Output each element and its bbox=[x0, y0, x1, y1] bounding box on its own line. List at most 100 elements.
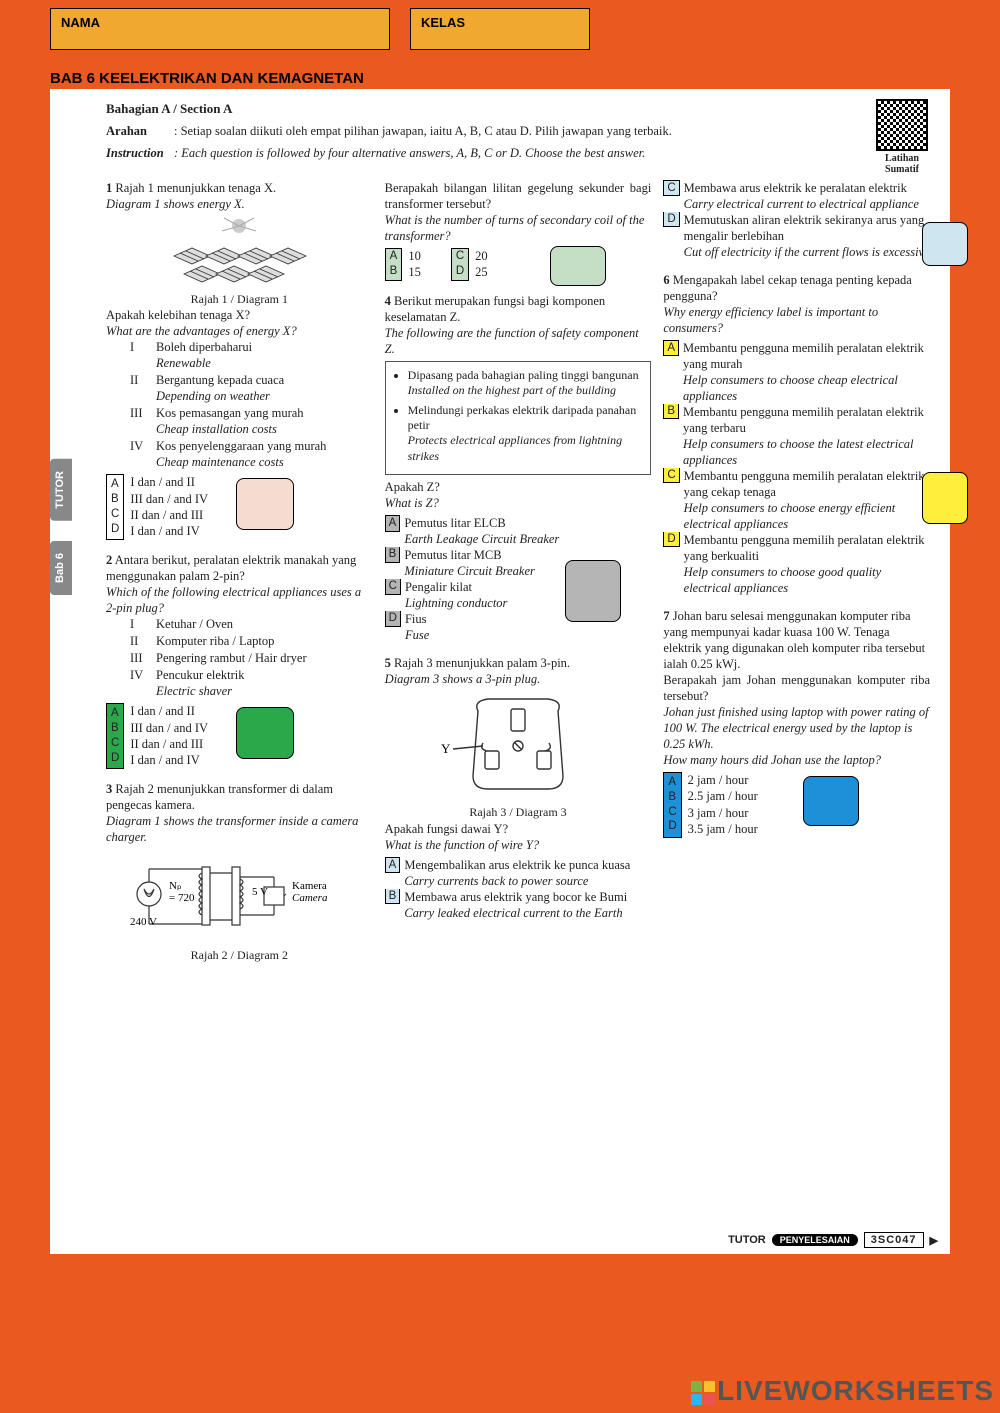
watermark: LIVEWORKSHEETS bbox=[691, 1375, 994, 1407]
footer-tutor: TUTOR bbox=[728, 1234, 766, 1246]
q4-ms: Berikut merupakan fungsi bagi komponen k… bbox=[385, 294, 605, 324]
qr-label2: Sumatif bbox=[872, 164, 932, 175]
q4: 4 Berikut merupakan fungsi bagi komponen… bbox=[385, 293, 652, 643]
q7-d: 3.5 jam / hour bbox=[688, 822, 758, 836]
q7-a: 2 jam / hour bbox=[688, 773, 749, 787]
q4-c-en: Lightning conductor bbox=[405, 596, 507, 610]
kelas-field[interactable]: KELAS bbox=[410, 8, 590, 50]
col-2: Berapakah bilangan lilitan gegelung seku… bbox=[385, 180, 652, 976]
q1-d: I dan / and IV bbox=[130, 524, 199, 538]
q1-answer-box[interactable] bbox=[236, 478, 294, 530]
q2-iv-en: Electric shaver bbox=[156, 684, 232, 698]
q4-ask-en: What is Z? bbox=[385, 495, 652, 511]
sidebar-tutor: TUTOR bbox=[50, 459, 72, 521]
q2-c: II dan / and III bbox=[130, 737, 203, 751]
q1-i-ms: Boleh diperbaharui bbox=[156, 340, 252, 354]
q3b-d: 25 bbox=[475, 265, 488, 279]
q4-b2-ms: Melindungi perkakas elektrik daripada pa… bbox=[408, 403, 637, 432]
worksheet-page: TUTOR Bab 6 Latihan Sumatif Bahagian A /… bbox=[50, 89, 950, 1254]
q4-a-ms: Pemutus litar ELCB bbox=[404, 516, 505, 530]
q2-ii: Komputer riba / Laptop bbox=[156, 633, 274, 649]
q6-answer-box[interactable] bbox=[922, 472, 968, 524]
q2: 2 Antara berikut, peralatan elektrik man… bbox=[106, 552, 373, 769]
q3b: Berapakah bilangan lilitan gegelung seku… bbox=[385, 180, 652, 282]
arahan-text-ms: Setiap soalan diikuti oleh empat pilihan… bbox=[181, 124, 672, 138]
q5-en: Diagram 3 shows a 3-pin plug. bbox=[385, 672, 541, 686]
q1-caption: Rajah 1 / Diagram 1 bbox=[106, 292, 373, 307]
header-row: NAMA KELAS bbox=[0, 0, 1000, 50]
svg-text:240 V: 240 V bbox=[130, 916, 157, 928]
q2-answer-box[interactable] bbox=[236, 707, 294, 759]
q2-a: I dan / and II bbox=[130, 704, 195, 718]
qr-label1: Latihan bbox=[872, 153, 932, 164]
col-3: CMembawa arus elektrik ke peralatan elek… bbox=[663, 180, 930, 976]
q3-en: Diagram 1 shows the transformer inside a… bbox=[106, 814, 358, 844]
q4-en: The following are the function of safety… bbox=[385, 326, 639, 356]
q3b-c: 20 bbox=[475, 249, 488, 263]
q1-ask-ms: Apakah kelebihan tenaga X? bbox=[106, 307, 373, 323]
q4-c-ms: Pengalir kilat bbox=[405, 580, 472, 594]
qr-block: Latihan Sumatif bbox=[872, 99, 932, 175]
q3-caption: Rajah 2 / Diagram 2 bbox=[106, 948, 373, 963]
q6-c-en: Help consumers to choose energy efficien… bbox=[684, 501, 896, 531]
q1-ms: Rajah 1 menunjukkan tenaga X. bbox=[115, 181, 276, 195]
q5-b-ms: Membawa arus elektrik yang bocor ke Bumi bbox=[404, 890, 627, 904]
arahan-en: Instruction: Each question is followed b… bbox=[106, 145, 930, 161]
svg-text:Kamera: Kamera bbox=[292, 880, 327, 892]
q4-b-ms: Pemutus litar MCB bbox=[404, 548, 501, 562]
q1-iii-en: Cheap installation costs bbox=[156, 422, 277, 436]
q6-b-en: Help consumers to choose the latest elec… bbox=[683, 437, 914, 467]
q7-ask-en: How many hours did Johan use the laptop? bbox=[663, 753, 881, 767]
diagram-1 bbox=[164, 216, 314, 288]
q4-d-en: Fuse bbox=[405, 628, 429, 642]
diagram-2: Nₚ = 720 240 V 5 V Kamera Camera bbox=[124, 849, 354, 944]
q1-a: I dan / and II bbox=[130, 475, 195, 489]
q7-ask-ms: Berapakah jam Johan menggunakan komputer… bbox=[663, 672, 930, 704]
q4-b2-en: Protects electrical appliances from ligh… bbox=[408, 433, 622, 462]
q5-c-en: Carry electrical current to electrical a… bbox=[684, 197, 919, 211]
q3b-en: What is the number of turns of secondary… bbox=[385, 213, 645, 243]
q5-caption: Rajah 3 / Diagram 3 bbox=[385, 805, 652, 820]
footer: TUTOR PENYELESAIAN 3SC047 ▶ bbox=[728, 1232, 938, 1248]
q7-ms: Johan baru selesai menggunakan komputer … bbox=[663, 609, 925, 671]
page-title: BAB 6 KEELEKTRIKAN DAN KEMAGNETAN bbox=[0, 50, 1000, 89]
q4-b1-ms: Dipasang pada bahagian paling tinggi ban… bbox=[408, 368, 639, 382]
arahan-label-ms: Arahan bbox=[106, 123, 174, 139]
q4-box: Dipasang pada bahagian paling tinggi ban… bbox=[385, 361, 652, 475]
col-1: 1 Rajah 1 menunjukkan tenaga X. Diagram … bbox=[106, 180, 373, 976]
svg-text:Y: Y bbox=[441, 741, 451, 756]
qr-icon bbox=[876, 99, 928, 151]
q1-b: III dan / and IV bbox=[130, 492, 208, 506]
svg-text:Camera: Camera bbox=[292, 892, 328, 904]
q5-answer-box[interactable] bbox=[922, 222, 968, 266]
svg-text:= 720: = 720 bbox=[169, 892, 195, 904]
footer-pill: PENYELESAIAN bbox=[772, 1234, 858, 1246]
q3-ms: Rajah 2 menunjukkan transformer di dalam… bbox=[106, 782, 333, 812]
arahan-label-en: Instruction bbox=[106, 145, 174, 161]
q5-ask-ms: Apakah fungsi dawai Y? bbox=[385, 821, 652, 837]
q5: 5 Rajah 3 menunjukkan palam 3-pin. Diagr… bbox=[385, 655, 652, 920]
q3b-answer-box[interactable] bbox=[550, 246, 606, 286]
svg-text:Nₚ: Nₚ bbox=[169, 880, 182, 892]
q7-answer-box[interactable] bbox=[803, 776, 859, 826]
q1-iv-ms: Kos penyelenggaraan yang murah bbox=[156, 439, 326, 453]
q3b-b: 15 bbox=[408, 265, 421, 279]
sidebar-bab: Bab 6 bbox=[50, 541, 72, 595]
watermark-text: LIVEWORKSHEETS bbox=[717, 1375, 994, 1406]
q1-iv-en: Cheap maintenance costs bbox=[156, 455, 284, 469]
nama-field[interactable]: NAMA bbox=[50, 8, 390, 50]
q1-ask-en: What are the advantages of energy X? bbox=[106, 323, 373, 339]
q6: 6 Mengapakah label cekap tenaga penting … bbox=[663, 272, 930, 596]
columns: 1 Rajah 1 menunjukkan tenaga X. Diagram … bbox=[106, 180, 930, 976]
q3b-ms: Berapakah bilangan lilitan gegelung seku… bbox=[385, 180, 652, 212]
q4-d-ms: Fius bbox=[405, 612, 427, 626]
q4-answer-box[interactable] bbox=[565, 560, 621, 622]
q2-b: III dan / and IV bbox=[130, 721, 208, 735]
q2-d: I dan / and IV bbox=[130, 753, 199, 767]
q2-iii: Pengering rambut / Hair dryer bbox=[156, 650, 307, 666]
q7: 7 Johan baru selesai menggunakan kompute… bbox=[663, 608, 930, 838]
q5-ask-en: What is the function of wire Y? bbox=[385, 837, 652, 853]
q6-d-ms: Membantu pengguna memilih peralatan elek… bbox=[684, 533, 925, 563]
q4-a-en: Earth Leakage Circuit Breaker bbox=[404, 532, 559, 546]
q5-cont: CMembawa arus elektrik ke peralatan elek… bbox=[663, 180, 930, 260]
